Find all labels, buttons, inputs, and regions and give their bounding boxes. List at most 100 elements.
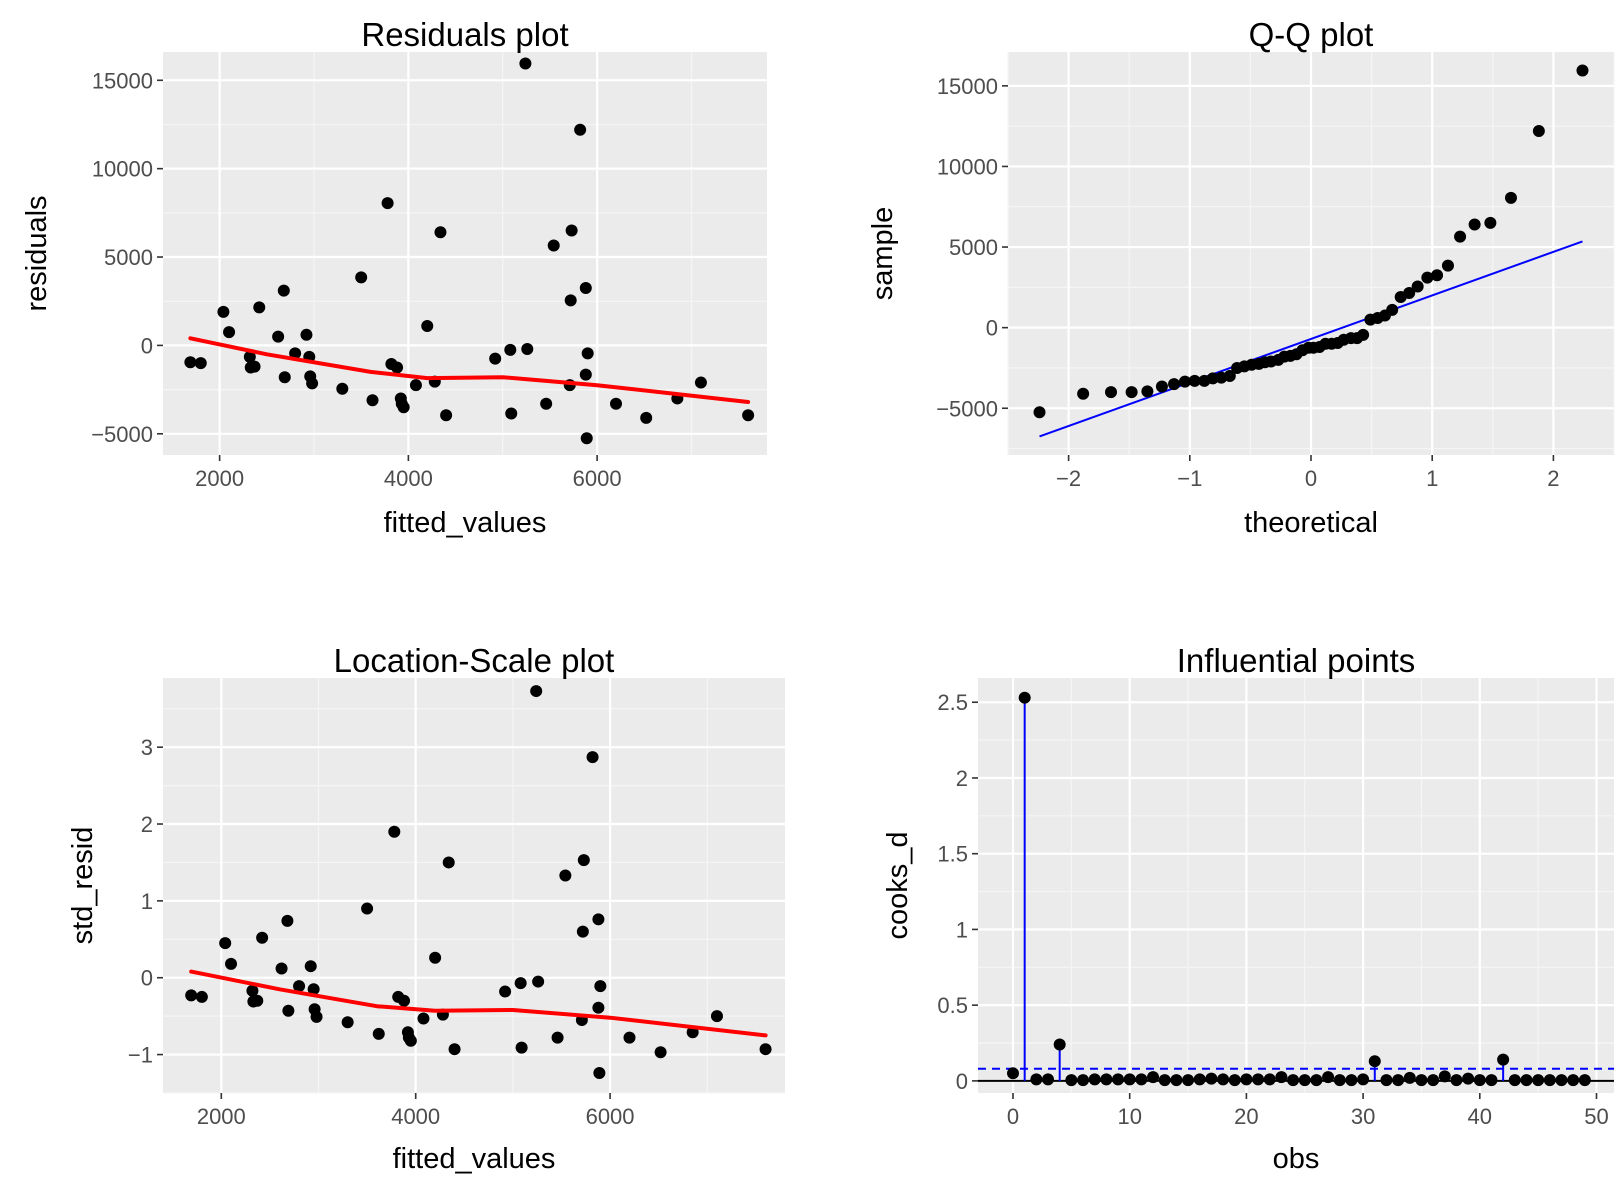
chart-0-point — [184, 356, 197, 369]
chart-0-x-axis-title: fitted_values — [384, 507, 547, 539]
chart-3-point — [1485, 1074, 1498, 1087]
chart-3-point — [1042, 1073, 1055, 1086]
chart-3-point — [1322, 1071, 1335, 1084]
chart-3-point — [1263, 1073, 1276, 1086]
chart-3-point — [1100, 1073, 1113, 1086]
chart-0-y-tick-label: 0 — [141, 333, 153, 358]
chart-3-point — [1508, 1074, 1521, 1087]
chart-2-point — [372, 1027, 385, 1040]
chart-1-y-tick-label: −5000 — [936, 396, 998, 421]
chart-0-point — [217, 305, 230, 318]
chart-1-reference-line — [1039, 240, 1583, 438]
chart-0-point — [381, 197, 394, 210]
chart-1-point — [1188, 374, 1201, 387]
chart-3-point — [1427, 1074, 1440, 1087]
chart-3-point — [1228, 1074, 1241, 1087]
chart-0-smooth-line — [188, 336, 751, 404]
chart-3-point — [1497, 1053, 1510, 1066]
chart-2-point — [532, 975, 545, 988]
chart-0-y-tick-label: −5000 — [91, 422, 153, 447]
chart-2-point — [530, 685, 543, 698]
chart-2-y-tick-label: 1 — [141, 889, 153, 914]
chart-3-x-tick-label: 40 — [1468, 1104, 1492, 1129]
chart-3-panel-background — [978, 678, 1614, 1093]
chart-0-point — [521, 342, 534, 355]
chart-0-point — [579, 368, 592, 381]
chart-3-point — [1193, 1073, 1206, 1086]
chart-0-x-tick-label: 4000 — [384, 466, 433, 491]
chart-0-point — [355, 271, 368, 284]
chart-3-x-tick-label: 30 — [1351, 1104, 1375, 1129]
chart-2-point — [256, 931, 269, 944]
chart-3-x-tick-label: 20 — [1234, 1104, 1258, 1129]
chart-3-group: 0 10 20 30 40 50 0 0.5 1 1.5 2 2.5 Influential point… — [882, 642, 1614, 1175]
chart-1-point — [1077, 387, 1090, 400]
chart-3-y-tick-label: 1 — [956, 917, 968, 942]
chart-0-point — [640, 411, 653, 424]
chart-0-point — [565, 224, 578, 237]
chart-3-point — [1415, 1074, 1428, 1087]
chart-0-y-axis-title: residuals — [21, 195, 53, 311]
chart-2-point — [586, 751, 599, 764]
chart-0-point — [694, 376, 707, 389]
chart-3-point — [1333, 1074, 1346, 1087]
chart-1-point — [1033, 406, 1046, 419]
chart-0-point — [366, 394, 379, 407]
chart-2-smooth-line — [189, 969, 768, 1038]
chart-1-group: −2 −1 0 1 2 −5000 0 5000 10000 15000 Q-Q plot theor… — [867, 16, 1615, 539]
chart-1-point — [1504, 191, 1517, 204]
chart-1-point — [1357, 328, 1370, 341]
chart-0-point — [564, 294, 577, 307]
chart-1-point — [1168, 378, 1181, 391]
chart-2-point — [623, 1031, 636, 1044]
chart-1-point — [1105, 386, 1118, 399]
chart-2-point — [388, 825, 401, 838]
chart-3-point — [1088, 1073, 1101, 1086]
chart-1-point — [1411, 280, 1424, 293]
chart-2-point — [275, 962, 288, 975]
chart-3-point — [1123, 1073, 1136, 1086]
chart-2-y-tick-label: 0 — [141, 966, 153, 991]
chart-3-point — [1567, 1074, 1580, 1087]
chart-3-point — [1555, 1074, 1568, 1087]
chart-3-point — [1077, 1074, 1090, 1087]
chart-2-point — [593, 1067, 606, 1080]
chart-3-y-tick-label: 0.5 — [937, 993, 968, 1018]
chart-2-point — [448, 1043, 461, 1056]
chart-2-point — [307, 983, 320, 996]
chart-0-point — [519, 57, 532, 70]
chart-2-point — [282, 1004, 295, 1017]
chart-3-y-tick-label: 2 — [956, 766, 968, 791]
chart-0-point — [306, 377, 319, 390]
chart-1-x-tick-label: −1 — [1177, 466, 1202, 491]
chart-1-point — [1155, 380, 1168, 393]
chart-1-point — [1468, 218, 1481, 231]
chart-1-point — [1431, 269, 1444, 282]
chart-2-point — [514, 977, 527, 990]
chart-0-point — [289, 347, 302, 360]
chart-2-x-tick-label: 4000 — [391, 1104, 440, 1129]
chart-1-y-tick-label: 5000 — [949, 235, 998, 260]
chart-0-point — [440, 409, 453, 422]
chart-2-y-tick-label: 3 — [141, 735, 153, 760]
chart-3-point — [1357, 1073, 1370, 1086]
chart-0-point — [742, 409, 755, 422]
chart-2-point — [515, 1041, 528, 1054]
chart-1-y-axis-title: sample — [867, 207, 899, 301]
chart-2-x-tick-label: 2000 — [197, 1104, 246, 1129]
chart-3-point — [1532, 1074, 1545, 1087]
chart-1-point — [1386, 303, 1399, 316]
chart-0-point — [547, 239, 560, 252]
chart-3-point — [1135, 1073, 1148, 1086]
chart-1-x-tick-label: 1 — [1426, 466, 1438, 491]
chart-0-point — [391, 361, 404, 374]
chart-3-point — [1287, 1074, 1300, 1087]
chart-2-x-tick-label: 6000 — [586, 1104, 635, 1129]
chart-3-point — [1473, 1074, 1486, 1087]
chart-3-point — [1147, 1071, 1160, 1084]
chart-0-point — [277, 284, 290, 297]
chart-0-group: 2000 4000 6000 −5000 0 5000 10000 15000 Residual… — [21, 16, 767, 539]
chart-2-point — [499, 985, 512, 998]
chart-3-point — [1345, 1074, 1358, 1087]
